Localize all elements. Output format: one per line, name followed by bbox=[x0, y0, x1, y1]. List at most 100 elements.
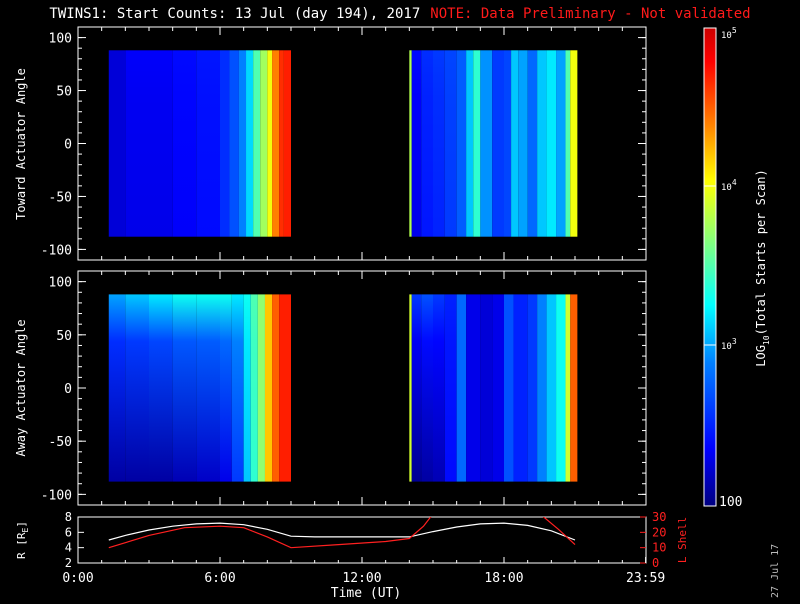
away-heat-column bbox=[433, 294, 445, 482]
toward-heat-column bbox=[537, 50, 547, 237]
toward-heat-column bbox=[456, 50, 467, 237]
toward-heat-column bbox=[283, 50, 291, 237]
toward-heat-column bbox=[556, 50, 566, 237]
lshell-ytick-label: 0 bbox=[652, 556, 659, 570]
lshell-ytick-label: 30 bbox=[652, 510, 666, 524]
away-ytick-label: 100 bbox=[49, 276, 72, 291]
away-heat-column bbox=[492, 294, 504, 482]
toward-heat-column bbox=[504, 50, 512, 237]
toward-heat-column bbox=[172, 50, 197, 237]
toward-heat-column bbox=[466, 50, 474, 237]
toward-ytick-label: -100 bbox=[41, 243, 72, 258]
toward-heat-column bbox=[125, 50, 149, 237]
time-axis-title: Time (UT) bbox=[331, 586, 401, 600]
r-ytick-label: 6 bbox=[65, 525, 72, 539]
time-xtick-label: 0:00 bbox=[62, 571, 93, 586]
chart-title: TWINS1: Start Counts: 13 Jul (day 194), … bbox=[0, 6, 800, 22]
away-heat-column bbox=[546, 294, 557, 482]
r-ytick-label: 2 bbox=[65, 556, 72, 570]
away-panel: 100 50 0 -50 -100 bbox=[41, 270, 647, 506]
away-heat-column bbox=[243, 294, 251, 482]
away-heat-column bbox=[250, 294, 258, 482]
lshell-series-line bbox=[108, 517, 576, 549]
toward-ytick-label: -50 bbox=[49, 190, 72, 205]
toward-heat-column bbox=[279, 50, 284, 237]
away-heat-column bbox=[257, 294, 265, 482]
away-heat-column bbox=[125, 294, 149, 482]
away-heat-column bbox=[556, 294, 566, 482]
toward-heat-column bbox=[108, 50, 126, 237]
toward-axis-title: Toward Actuator Angle bbox=[14, 68, 28, 220]
toward-heat-column bbox=[527, 50, 538, 237]
toward-heat-column bbox=[238, 50, 247, 237]
toward-heat-column bbox=[492, 50, 504, 237]
away-ytick-label: -100 bbox=[41, 488, 72, 503]
away-heat-column bbox=[480, 294, 493, 482]
toward-heat-column bbox=[433, 50, 445, 237]
time-xtick-label: 18:00 bbox=[484, 571, 523, 586]
time-xtick-label: 12:00 bbox=[342, 571, 381, 586]
r-axis-title: R [RE] bbox=[15, 521, 30, 559]
colorbar-bottom-label: 100 bbox=[719, 495, 742, 510]
toward-heat-column bbox=[411, 50, 422, 237]
toward-heat-column bbox=[480, 50, 493, 237]
away-heat-column bbox=[565, 294, 571, 482]
away-ytick-label: 0 bbox=[64, 382, 72, 397]
away-ytick-label: -50 bbox=[49, 435, 72, 450]
away-heat-column bbox=[172, 294, 197, 482]
time-xtick-label: 23:59 bbox=[626, 571, 665, 586]
ephemeris-frame bbox=[77, 516, 647, 564]
away-heat-column bbox=[527, 294, 538, 482]
toward-ytick-label: 50 bbox=[56, 85, 72, 100]
r-ytick-label: 4 bbox=[65, 541, 72, 555]
toward-heat-column bbox=[253, 50, 261, 237]
away-heat-column bbox=[466, 294, 481, 482]
toward-heat-column bbox=[409, 50, 412, 237]
away-axis-title: Away Actuator Angle bbox=[14, 319, 28, 456]
away-heat-column bbox=[149, 294, 173, 482]
toward-ytick-label: 0 bbox=[64, 138, 72, 153]
away-heat-column bbox=[421, 294, 433, 482]
toward-heat-column bbox=[267, 50, 273, 237]
colorbar-10e4-label: 104 bbox=[721, 178, 737, 193]
away-heat-column bbox=[456, 294, 467, 482]
away-heat-column bbox=[264, 294, 273, 482]
away-heat-column bbox=[279, 294, 291, 482]
toward-heat-column bbox=[272, 50, 280, 237]
colorbar-title: LOG10(Total Starts per Scan) bbox=[754, 169, 771, 367]
away-heat-column bbox=[504, 294, 514, 482]
date-stamp: 27 Jul 17 bbox=[770, 543, 781, 598]
r-series-line bbox=[108, 522, 576, 541]
colorbar bbox=[703, 27, 717, 507]
toward-heat-column bbox=[511, 50, 519, 237]
away-heat-column bbox=[272, 294, 280, 482]
toward-heat-column bbox=[196, 50, 220, 237]
away-heat-column bbox=[513, 294, 528, 482]
toward-heat-column bbox=[260, 50, 268, 237]
toward-heat-column bbox=[149, 50, 173, 237]
r-ytick-label: 8 bbox=[65, 510, 72, 524]
colorbar-ticks bbox=[704, 185, 716, 346]
away-heat-column bbox=[231, 294, 244, 482]
toward-heat-column bbox=[518, 50, 528, 237]
away-heat-column bbox=[196, 294, 220, 482]
time-xtick-label: 6:00 bbox=[204, 571, 235, 586]
colorbar-10e3-label: 103 bbox=[721, 337, 737, 352]
away-heat-column bbox=[444, 294, 457, 482]
toward-heat-column bbox=[246, 50, 254, 237]
title-text: TWINS1: Start Counts: 13 Jul (day 194), … bbox=[49, 6, 421, 22]
away-heat-column bbox=[411, 294, 422, 482]
toward-heat-column bbox=[570, 50, 578, 237]
toward-heat-column bbox=[229, 50, 239, 237]
toward-panel: 100 50 0 -50 -100 bbox=[41, 26, 647, 261]
away-heat-column bbox=[570, 294, 578, 482]
lshell-axis-title: L Shell bbox=[676, 517, 689, 563]
toward-heat-column bbox=[421, 50, 433, 237]
away-heat-column bbox=[220, 294, 232, 482]
toward-heat-column bbox=[444, 50, 457, 237]
preliminary-note: NOTE: Data Preliminary - Not validated bbox=[430, 6, 751, 22]
colorbar-top-label: 105 bbox=[721, 26, 737, 41]
away-heat-column bbox=[108, 294, 126, 482]
away-heat-column bbox=[409, 294, 412, 482]
